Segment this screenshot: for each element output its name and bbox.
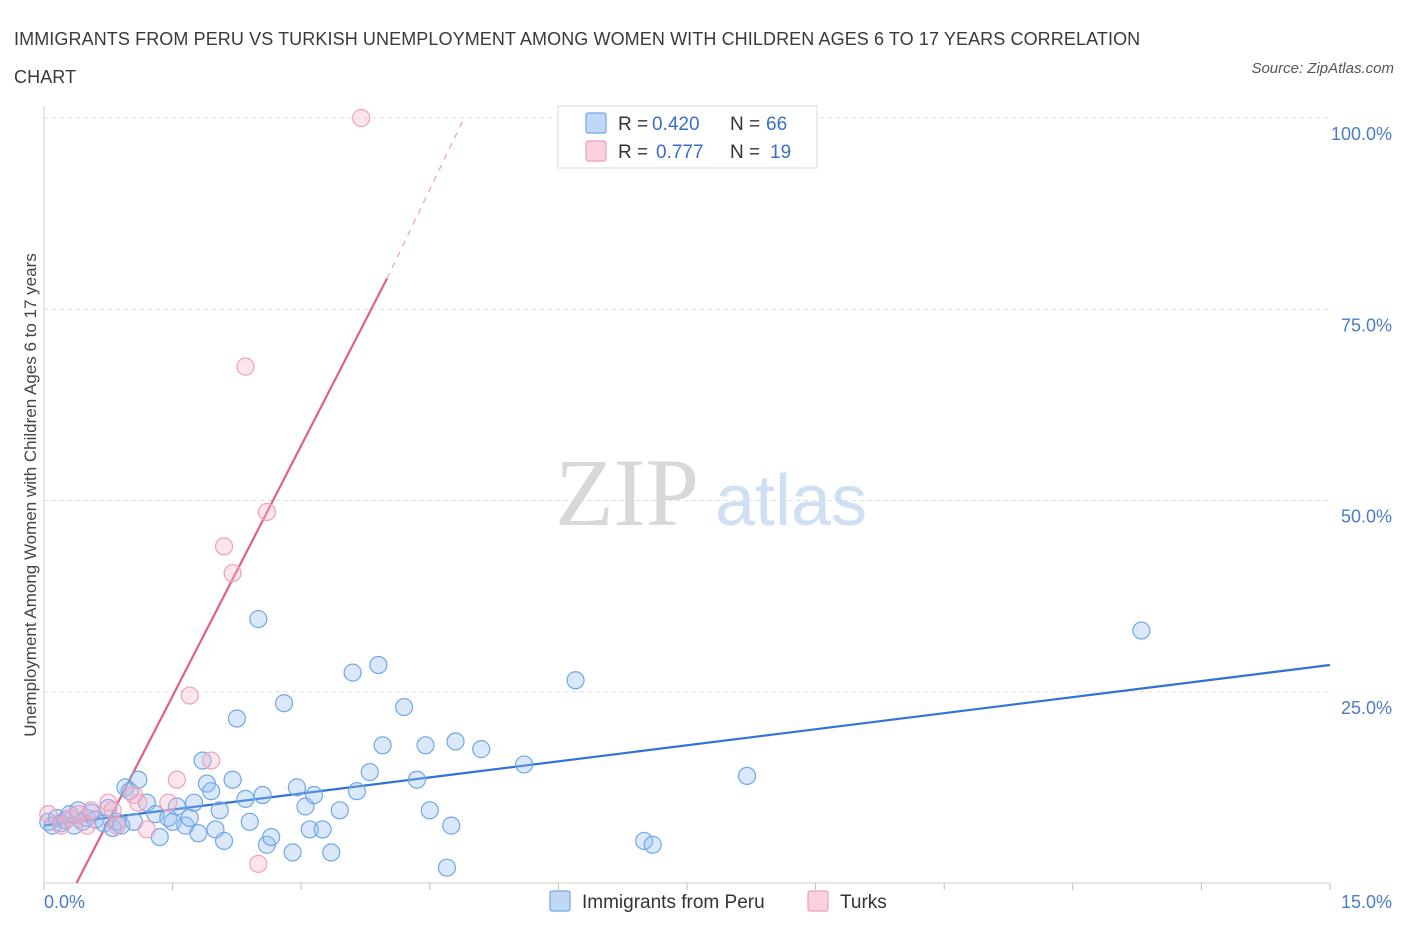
series-legend-label-turks: Turks bbox=[840, 892, 887, 913]
point-peru-20 bbox=[129, 770, 148, 789]
point-peru-36 bbox=[214, 831, 234, 851]
point-peru-58 bbox=[373, 736, 392, 755]
data-points bbox=[39, 108, 1151, 877]
point-turks-7 bbox=[103, 801, 122, 820]
point-peru-69 bbox=[635, 831, 654, 851]
grid-lines bbox=[44, 117, 1330, 693]
point-peru-61 bbox=[416, 736, 435, 755]
point-peru-41 bbox=[249, 609, 268, 629]
point-peru-71 bbox=[737, 766, 757, 786]
point-peru-60 bbox=[407, 770, 427, 789]
point-peru-42 bbox=[253, 785, 272, 805]
point-peru-64 bbox=[442, 816, 461, 835]
y-axis-label: Unemployment Among Women with Children A… bbox=[21, 253, 40, 737]
point-peru-47 bbox=[287, 778, 307, 797]
point-turks-4 bbox=[77, 816, 96, 835]
point-peru-49 bbox=[300, 820, 319, 839]
trend-line-peru bbox=[43, 663, 1331, 827]
point-turks-12 bbox=[159, 793, 178, 812]
legend-r-label-turks: R = bbox=[618, 142, 648, 163]
point-turks-19 bbox=[249, 854, 268, 873]
point-peru-67 bbox=[515, 755, 534, 774]
correlation-legend: R = 0.420 N = 66 R = 0.777 N = 19 bbox=[557, 105, 818, 169]
point-turks-2 bbox=[60, 808, 79, 828]
point-peru-54 bbox=[343, 663, 362, 682]
point-peru-55 bbox=[347, 782, 367, 801]
point-peru-46 bbox=[283, 843, 302, 862]
point-peru-53 bbox=[330, 801, 349, 820]
point-peru-50 bbox=[304, 785, 324, 805]
y-tick-label-2: 75.0% bbox=[1341, 315, 1392, 335]
legend-swatch-peru bbox=[585, 112, 607, 134]
legend-n-label-turks: N = bbox=[730, 142, 760, 163]
y-tick-label-3: 100.0% bbox=[1331, 124, 1392, 144]
series-legend: Immigrants from Peru Turks bbox=[549, 890, 887, 913]
point-peru-66 bbox=[472, 740, 491, 759]
x-tick-labels: 0.0% 15.0% bbox=[44, 892, 1392, 912]
x-tick-label-max: 15.0% bbox=[1341, 892, 1392, 912]
point-peru-29 bbox=[184, 793, 204, 812]
point-peru-38 bbox=[227, 709, 246, 728]
chart-title: IMMIGRANTS FROM PERU VS TURKISH UNEMPLOY… bbox=[14, 29, 1141, 87]
y-tick-labels: 25.0% 50.0% 75.0% 100.0% bbox=[1331, 124, 1392, 718]
trend-line-extension-turks bbox=[386, 117, 465, 279]
point-turks-14 bbox=[180, 686, 199, 705]
point-turks-0 bbox=[39, 805, 58, 824]
point-peru-63 bbox=[437, 858, 457, 877]
series-legend-swatch-peru bbox=[549, 890, 571, 912]
legend-n-value-turks: 19 bbox=[770, 142, 791, 163]
point-peru-52 bbox=[322, 843, 341, 862]
point-peru-33 bbox=[202, 782, 221, 801]
legend-r-value-turks: 0.777 bbox=[656, 142, 704, 163]
point-peru-44 bbox=[262, 827, 281, 847]
x-tick-label-min: 0.0% bbox=[44, 892, 85, 912]
legend-n-label-peru: N = bbox=[730, 114, 760, 135]
y-tick-label-1: 50.0% bbox=[1341, 507, 1392, 527]
point-turks-13 bbox=[167, 770, 186, 789]
point-peru-35 bbox=[210, 801, 229, 820]
point-peru-62 bbox=[420, 801, 439, 820]
y-tick-label-0: 25.0% bbox=[1341, 698, 1392, 718]
point-turks-11 bbox=[137, 820, 156, 839]
watermark: ZIP atlas bbox=[555, 439, 867, 546]
axes bbox=[43, 106, 1331, 890]
point-turks-10 bbox=[129, 793, 148, 812]
point-turks-21 bbox=[352, 108, 371, 128]
legend-r-value-peru: 0.420 bbox=[652, 114, 700, 135]
legend-n-value-peru: 66 bbox=[766, 114, 787, 135]
point-peru-37 bbox=[223, 770, 242, 789]
watermark-atlas: atlas bbox=[715, 461, 867, 541]
series-legend-label-peru: Immigrants from Peru bbox=[582, 892, 765, 913]
point-peru-70 bbox=[643, 835, 662, 854]
series-legend-swatch-turks bbox=[807, 890, 829, 912]
point-peru-45 bbox=[274, 694, 294, 713]
point-turks-8 bbox=[107, 816, 126, 835]
point-peru-65 bbox=[446, 732, 465, 751]
point-peru-72 bbox=[1132, 621, 1151, 640]
point-peru-39 bbox=[236, 789, 255, 808]
point-peru-28 bbox=[180, 808, 199, 828]
point-turks-17 bbox=[223, 564, 242, 583]
point-peru-56 bbox=[360, 762, 379, 782]
point-turks-15 bbox=[202, 751, 221, 770]
point-peru-30 bbox=[189, 824, 208, 843]
watermark-zip: ZIP bbox=[555, 439, 699, 546]
point-turks-18 bbox=[236, 357, 255, 376]
point-turks-5 bbox=[82, 801, 101, 820]
point-turks-20 bbox=[257, 502, 277, 522]
point-peru-59 bbox=[394, 697, 414, 717]
point-peru-40 bbox=[240, 812, 259, 831]
source-label: Source: ZipAtlas.com bbox=[1251, 60, 1394, 77]
legend-swatch-turks bbox=[585, 140, 607, 162]
point-peru-51 bbox=[313, 820, 332, 839]
point-peru-68 bbox=[566, 671, 585, 690]
point-peru-26 bbox=[167, 797, 186, 816]
point-turks-16 bbox=[214, 537, 234, 556]
point-peru-57 bbox=[369, 655, 388, 675]
legend-r-label-peru: R = bbox=[618, 114, 648, 135]
